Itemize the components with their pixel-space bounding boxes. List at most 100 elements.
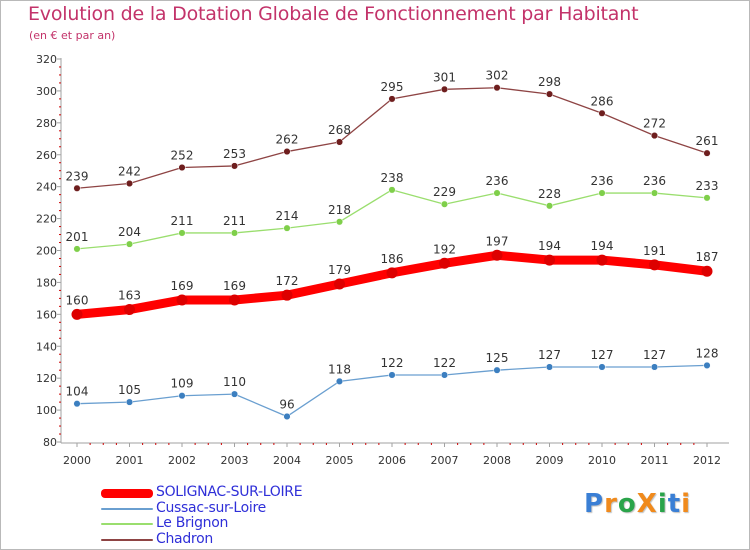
data-point-cussac-sur-loire	[703, 361, 711, 369]
data-point-solignac-sur-loire	[71, 308, 83, 320]
data-point-le-brignon	[388, 186, 396, 194]
legend-label: Cussac-sur-Loire	[156, 499, 266, 516]
y-tick-label: 180	[36, 276, 57, 289]
x-tick-label: 2004	[273, 454, 301, 467]
data-point-chadron	[283, 148, 291, 156]
data-label-solignac-sur-loire: 163	[118, 289, 141, 303]
data-point-chadron	[545, 90, 554, 98]
data-label-le-brignon: 229	[433, 185, 456, 199]
logo-letter: i	[681, 489, 692, 519]
data-label-chadron: 302	[486, 69, 509, 83]
data-label-le-brignon: 201	[66, 230, 89, 244]
data-point-le-brignon	[440, 200, 449, 208]
data-label-le-brignon: 233	[696, 179, 719, 193]
logo-letter: t	[667, 489, 682, 519]
data-point-solignac-sur-loire	[176, 294, 188, 306]
data-point-chadron	[178, 163, 186, 172]
y-tick-label: 320	[36, 53, 57, 66]
data-label-cussac-sur-loire: 122	[433, 356, 456, 370]
data-label-solignac-sur-loire: 197	[486, 234, 509, 248]
y-tick-label: 280	[36, 117, 57, 130]
data-point-le-brignon	[283, 224, 291, 232]
data-point-le-brignon	[493, 189, 501, 197]
data-label-chadron: 268	[328, 123, 351, 137]
y-tick-label: 300	[36, 85, 57, 98]
chart-title: Evolution de la Dotation Globale de Fonc…	[28, 3, 639, 25]
data-label-le-brignon: 228	[538, 187, 561, 201]
series-lines	[71, 84, 713, 421]
x-tick-label: 2008	[483, 454, 511, 467]
data-point-cussac-sur-loire	[493, 366, 501, 374]
data-point-le-brignon	[230, 229, 239, 237]
y-tick-label: 200	[36, 245, 57, 258]
data-label-solignac-sur-loire: 172	[276, 274, 299, 288]
data-point-chadron	[493, 84, 501, 92]
data-point-le-brignon	[545, 202, 554, 210]
x-tick-label: 2010	[588, 454, 616, 467]
x-tick-label: 2003	[221, 454, 249, 467]
data-label-cussac-sur-loire: 127	[538, 348, 561, 362]
legend-label: SOLIGNAC-SUR-LOIRE	[156, 484, 303, 500]
data-point-chadron	[440, 85, 449, 93]
y-tick-label: 140	[36, 340, 57, 353]
data-point-cussac-sur-loire	[440, 371, 449, 379]
data-label-solignac-sur-loire: 169	[223, 279, 246, 293]
data-point-solignac-sur-loire	[596, 254, 608, 266]
data-label-solignac-sur-loire: 192	[433, 242, 456, 256]
axes: 80 100 120 140 160 180 200 220 240 260 280 300 320 20…	[36, 53, 729, 467]
logo-letter: r	[604, 489, 618, 519]
data-label-cussac-sur-loire: 118	[328, 362, 351, 376]
data-point-le-brignon	[598, 189, 606, 197]
data-point-cussac-sur-loire	[178, 392, 186, 400]
legend-swatch	[101, 523, 153, 526]
data-point-le-brignon	[178, 229, 186, 237]
data-label-chadron: 301	[433, 70, 456, 84]
data-label-solignac-sur-loire: 194	[591, 239, 614, 253]
data-label-le-brignon: 211	[223, 214, 246, 228]
data-label-le-brignon: 236	[643, 174, 666, 188]
x-tick-label: 2002	[168, 454, 196, 467]
data-point-chadron	[335, 138, 344, 146]
data-label-le-brignon: 204	[118, 225, 141, 239]
y-tick-label: 100	[36, 404, 57, 417]
data-label-solignac-sur-loire: 160	[66, 293, 89, 307]
legend-label: Chadron	[156, 530, 213, 547]
data-point-chadron	[703, 149, 711, 157]
data-point-cussac-sur-loire	[230, 390, 239, 398]
data-label-cussac-sur-loire: 122	[381, 356, 404, 370]
data-label-chadron: 272	[643, 117, 666, 131]
data-label-cussac-sur-loire: 105	[118, 383, 141, 397]
y-tick-label: 80	[43, 436, 57, 449]
data-point-chadron	[73, 184, 81, 192]
data-point-solignac-sur-loire	[544, 254, 555, 266]
data-label-le-brignon: 218	[328, 203, 351, 217]
data-point-cussac-sur-loire	[335, 377, 344, 385]
logo-letter: o	[617, 489, 637, 519]
data-point-solignac-sur-loire	[439, 257, 450, 269]
data-label-le-brignon: 214	[276, 209, 299, 223]
x-tick-label: 2000	[63, 454, 91, 467]
data-point-le-brignon	[650, 189, 659, 197]
data-label-cussac-sur-loire: 127	[643, 348, 666, 362]
data-label-cussac-sur-loire: 128	[696, 346, 719, 360]
data-label-chadron: 295	[381, 80, 404, 94]
y-tick-label: 260	[36, 149, 57, 162]
x-tick-label: 2009	[536, 454, 564, 467]
data-point-cussac-sur-loire	[598, 363, 606, 371]
data-label-chadron: 298	[538, 75, 561, 89]
y-tick-label: 160	[36, 308, 57, 321]
x-tick-label: 2007	[431, 454, 459, 467]
data-point-le-brignon	[125, 240, 134, 248]
data-point-cussac-sur-loire	[73, 400, 81, 408]
chart-subtitle: (en € et par an)	[29, 29, 116, 42]
data-point-chadron	[230, 162, 239, 170]
logo-letter: i	[657, 489, 668, 519]
logo-letter: X	[636, 489, 658, 519]
data-label-le-brignon: 236	[486, 174, 509, 188]
data-label-solignac-sur-loire: 191	[643, 244, 666, 258]
data-label-cussac-sur-loire: 125	[486, 351, 509, 365]
legend-label: Le Brignon	[156, 515, 229, 532]
data-point-chadron	[125, 179, 134, 188]
x-tick-label: 2005	[326, 454, 354, 467]
